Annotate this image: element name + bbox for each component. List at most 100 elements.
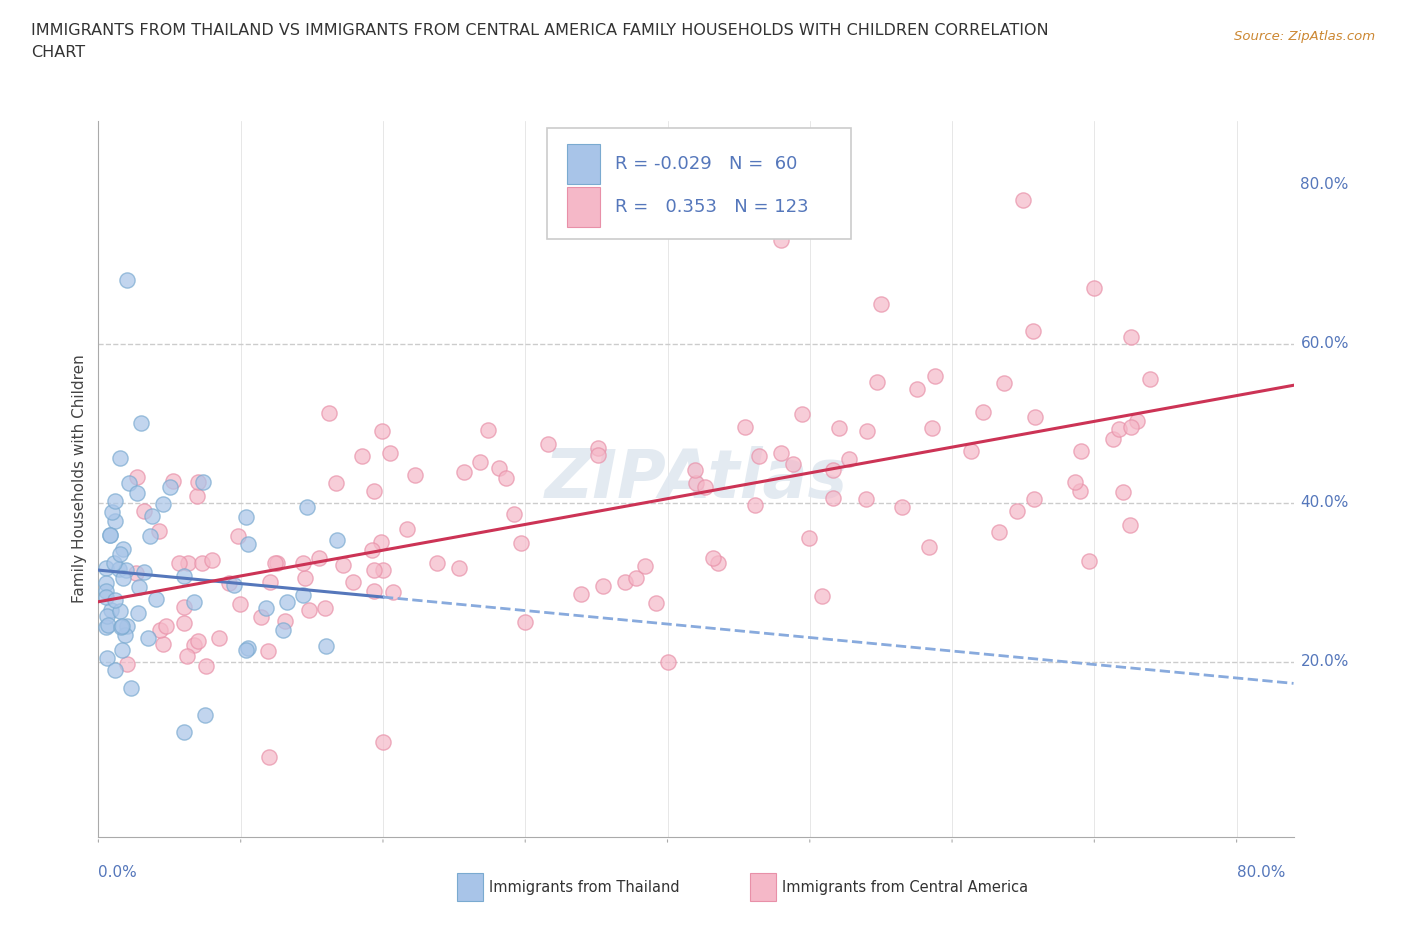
Point: [685, 476, 707, 491]
Point: [495, 471, 517, 485]
Point: [115, 658, 138, 672]
Point: [657, 655, 679, 670]
Point: [855, 423, 877, 438]
Text: 20.0%: 20.0%: [1301, 655, 1348, 670]
Point: [112, 541, 135, 556]
Point: [905, 381, 928, 396]
Point: [370, 534, 392, 549]
Point: [1119, 420, 1142, 435]
Point: [276, 594, 298, 609]
Point: [224, 578, 246, 592]
Point: [866, 374, 889, 389]
Point: [1108, 422, 1130, 437]
Point: [318, 405, 340, 420]
Point: [404, 468, 426, 483]
Point: [235, 510, 257, 525]
Point: [125, 565, 148, 580]
Point: [790, 407, 813, 422]
Point: [94, 560, 117, 575]
Point: [1119, 517, 1142, 532]
Point: [702, 551, 724, 565]
Point: [257, 750, 280, 764]
Point: [115, 563, 138, 578]
Point: [176, 648, 198, 663]
Point: [811, 589, 834, 604]
Point: [155, 618, 177, 633]
Point: [918, 540, 941, 555]
Point: [94, 620, 117, 635]
Point: [273, 613, 295, 628]
Point: [371, 734, 394, 749]
Point: [734, 419, 756, 434]
Point: [110, 547, 132, 562]
Point: [187, 474, 209, 489]
Point: [960, 444, 983, 458]
Point: [332, 557, 354, 572]
Point: [509, 536, 531, 551]
Y-axis label: Family Households with Children: Family Households with Children: [72, 354, 87, 604]
Point: [1077, 553, 1099, 568]
Point: [770, 232, 793, 247]
Point: [134, 565, 156, 579]
Point: [924, 368, 946, 383]
Point: [569, 586, 592, 601]
Point: [108, 450, 131, 465]
Point: [1024, 491, 1046, 506]
Text: IMMIGRANTS FROM THAILAND VS IMMIGRANTS FROM CENTRAL AMERICA FAMILY HOUSEHOLDS WI: IMMIGRANTS FROM THAILAND VS IMMIGRANTS F…: [31, 23, 1049, 38]
Point: [870, 297, 893, 312]
Text: Source: ZipAtlas.com: Source: ZipAtlas.com: [1234, 30, 1375, 43]
Point: [191, 556, 214, 571]
Point: [1101, 432, 1123, 446]
Point: [128, 579, 150, 594]
Point: [314, 601, 336, 616]
Point: [515, 615, 537, 630]
Point: [159, 480, 181, 495]
Point: [96, 650, 118, 665]
Point: [537, 436, 560, 451]
Text: 40.0%: 40.0%: [1301, 496, 1348, 511]
Point: [101, 505, 124, 520]
FancyBboxPatch shape: [749, 872, 776, 901]
Point: [249, 610, 271, 625]
Point: [111, 618, 134, 633]
Point: [769, 445, 792, 460]
Point: [447, 560, 470, 575]
Point: [187, 633, 209, 648]
Point: [127, 605, 149, 620]
Point: [125, 486, 148, 501]
Text: R =   0.353   N = 123: R = 0.353 N = 123: [614, 198, 808, 216]
Point: [352, 448, 374, 463]
Text: 0.0%: 0.0%: [98, 865, 138, 880]
Point: [488, 460, 510, 475]
Point: [94, 590, 117, 604]
Point: [378, 445, 401, 460]
Point: [226, 528, 249, 543]
Point: [100, 603, 122, 618]
Point: [342, 575, 364, 590]
FancyBboxPatch shape: [547, 128, 852, 239]
Point: [194, 708, 217, 723]
Point: [838, 452, 860, 467]
Point: [1064, 474, 1087, 489]
Point: [103, 555, 125, 570]
Point: [470, 455, 492, 470]
Point: [173, 616, 195, 631]
Point: [173, 600, 195, 615]
Point: [94, 583, 117, 598]
Point: [315, 639, 337, 654]
Point: [108, 604, 131, 618]
FancyBboxPatch shape: [457, 872, 484, 901]
Point: [361, 543, 384, 558]
Point: [1121, 330, 1143, 345]
Point: [1112, 485, 1135, 499]
Point: [363, 583, 385, 598]
Point: [110, 619, 132, 634]
Point: [1024, 409, 1046, 424]
Point: [264, 555, 287, 570]
Point: [218, 576, 240, 591]
Point: [183, 594, 205, 609]
Text: Immigrants from Central America: Immigrants from Central America: [782, 880, 1028, 895]
Point: [176, 556, 198, 571]
Point: [236, 537, 259, 551]
Point: [821, 462, 844, 477]
